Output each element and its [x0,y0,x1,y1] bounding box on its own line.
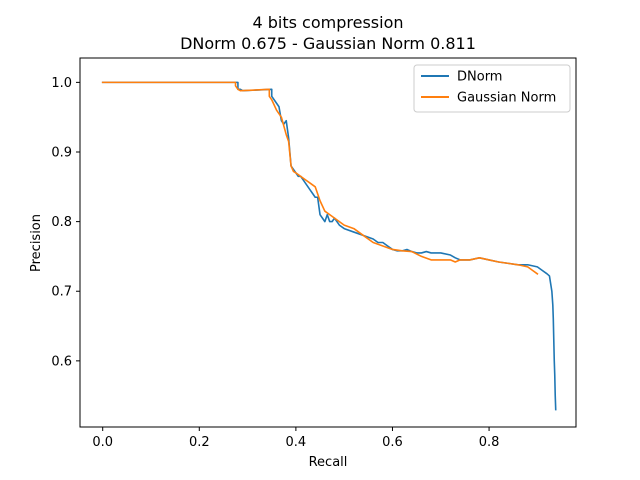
x-tick-label: 0.6 [382,435,403,450]
legend-frame [413,64,571,113]
series-line-dnorm [101,81,557,411]
y-tick-label: 0.7 [51,285,72,300]
y-axis-label: Precision [29,214,44,272]
x-tick-label: 0.8 [479,435,500,450]
x-axis-label: Recall [309,455,348,470]
chart-subtitle: DNorm 0.675 - Gaussian Norm 0.811 [180,34,476,53]
x-tick-label: 0.0 [92,435,113,450]
chart-title: 4 bits compression [252,13,403,32]
y-tick-label: 0.8 [51,215,72,230]
y-axis: 0.6 0.7 0.8 0.9 1.0 [51,76,80,369]
legend-label-dnorm: DNorm [457,70,502,85]
y-tick-label: 0.9 [51,145,72,160]
series-line-gaussian-norm [101,81,539,275]
plot-area: 0.0 0.2 0.4 0.6 0.8 0.6 0.7 0.8 0.9 1.0 [51,57,577,450]
series-layer [101,81,557,411]
legend-label-gaussian-norm: Gaussian Norm [457,91,556,106]
legend: DNorm Gaussian Norm [413,64,571,113]
x-tick-label: 0.4 [286,435,307,450]
x-tick-label: 0.2 [189,435,210,450]
y-tick-label: 1.0 [51,76,72,91]
plot-frame [79,57,577,428]
x-axis: 0.0 0.2 0.4 0.6 0.8 [92,427,499,450]
y-tick-label: 0.6 [51,354,72,369]
